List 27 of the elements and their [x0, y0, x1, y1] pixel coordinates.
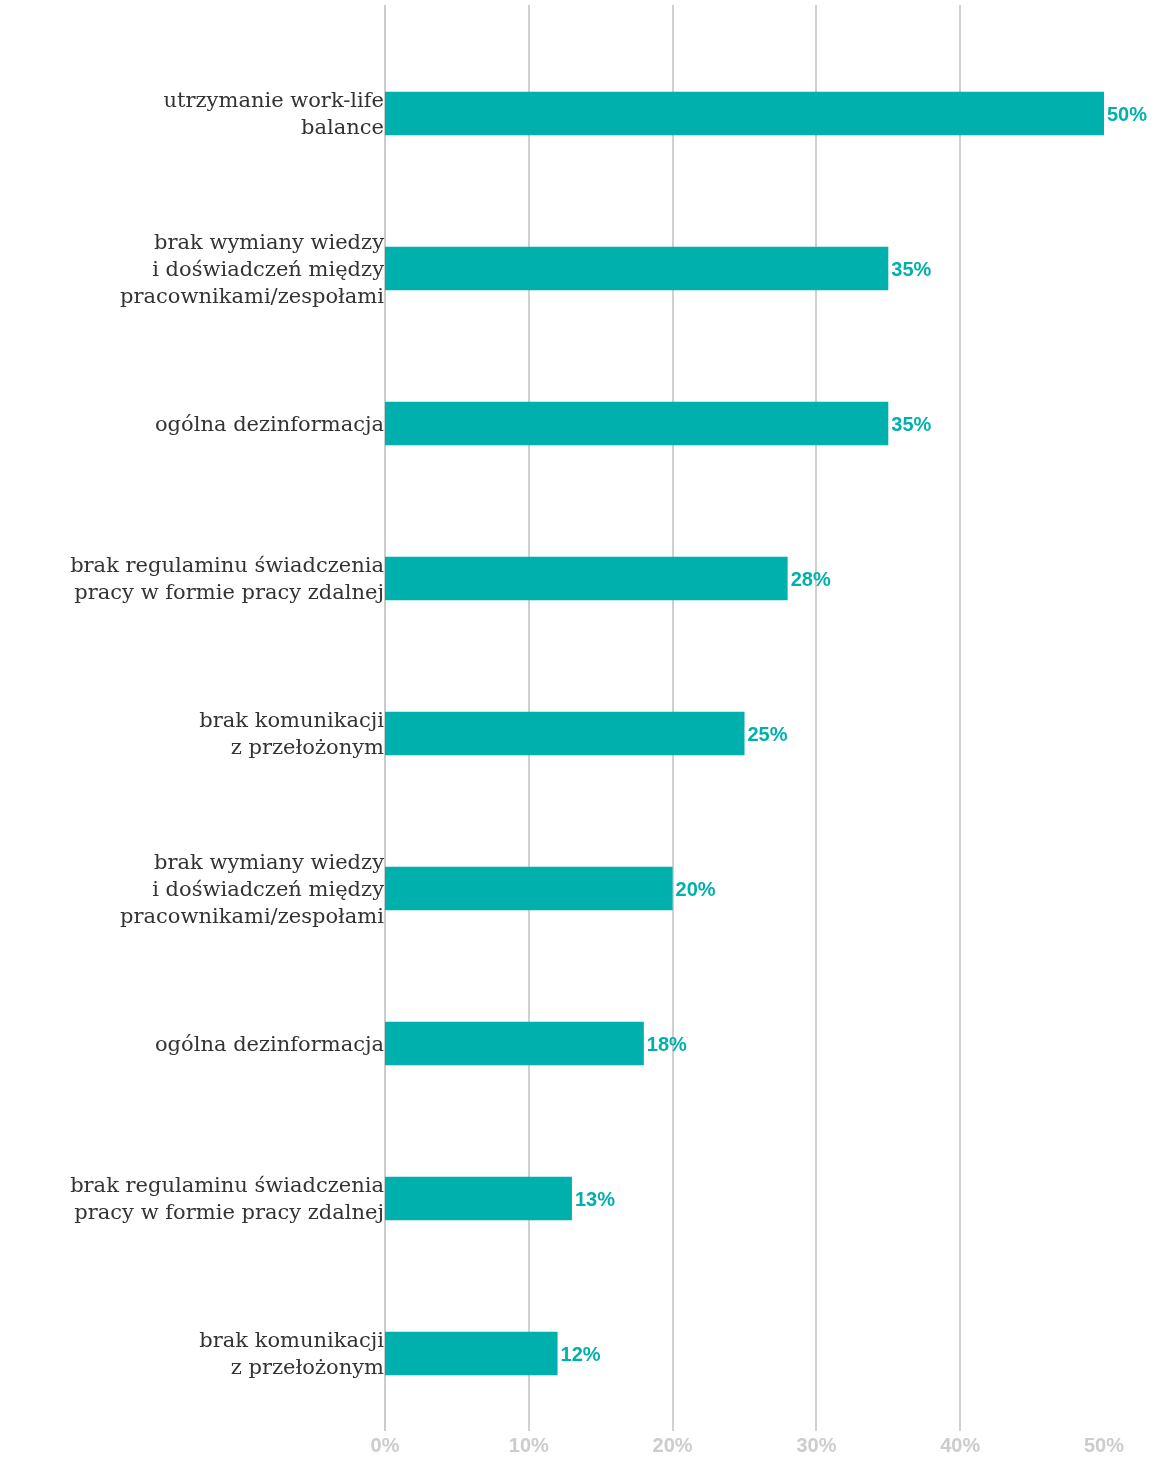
bar [385, 1331, 558, 1376]
data-label: 13% [574, 1187, 616, 1210]
data-label: 28% [790, 567, 831, 590]
y-tick-label: brak regulaminu świadczenia pracy w formie pracy zdalnej [70, 1173, 384, 1225]
y-tick-label: brak wymiany wiedzy i doświadczeń między pracownikami/zespołami [120, 229, 385, 309]
y-tick-label: utrzymanie work-life balance [163, 88, 384, 140]
y-tick-label: brak komunikacji z przełożonym [199, 1328, 385, 1380]
data-label: 35% [891, 412, 932, 435]
bar [385, 91, 1104, 136]
bar [385, 866, 673, 911]
data-label: 12% [560, 1342, 601, 1365]
bar [385, 1176, 572, 1221]
bar [385, 711, 745, 756]
data-label: 25% [747, 722, 788, 745]
data-label: 35% [891, 257, 932, 280]
bar [385, 1021, 644, 1066]
data-label: 50% [1107, 102, 1148, 125]
bar [385, 246, 889, 291]
y-tick-label: brak komunikacji z przełożonym [199, 708, 385, 760]
y-tick-label: ogólna dezinformacja [154, 1031, 384, 1056]
bar [385, 556, 788, 601]
y-tick-label: ogólna dezinformacja [154, 411, 384, 436]
y-tick-label: brak regulaminu świadczenia pracy w formie pracy zdalnej [70, 553, 384, 605]
bar [385, 401, 889, 446]
data-label: 20% [675, 877, 716, 900]
y-tick-label: brak wymiany wiedzy i doświadczeń między pracownikami/zespołami [120, 849, 385, 929]
data-label: 18% [646, 1032, 688, 1055]
